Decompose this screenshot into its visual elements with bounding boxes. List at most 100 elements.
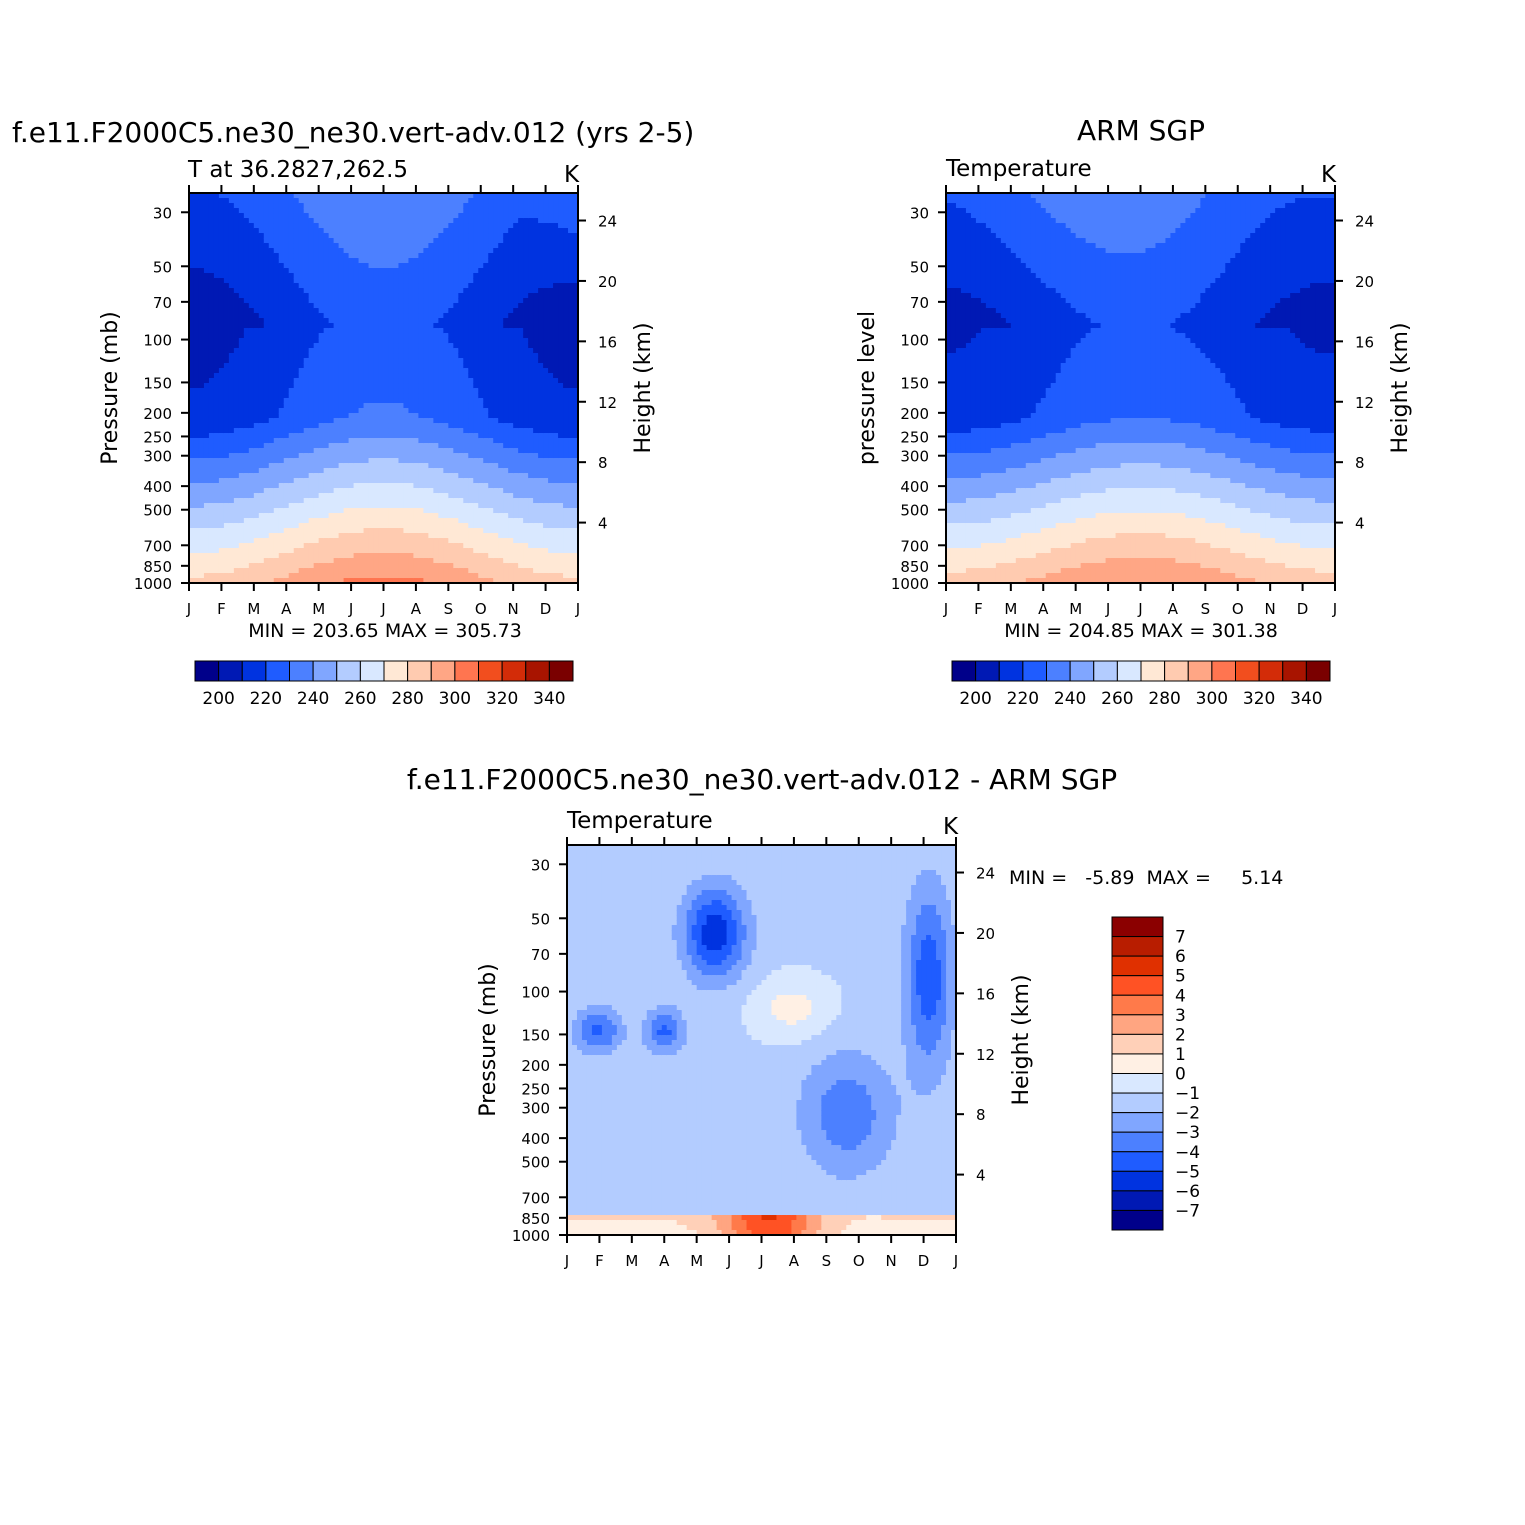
model-cell — [458, 388, 464, 394]
model-cell — [364, 553, 370, 559]
model-cell — [294, 248, 300, 254]
model-cell — [438, 223, 444, 229]
model-cell — [478, 503, 484, 509]
model-cell — [503, 488, 509, 494]
model-cell — [304, 508, 310, 514]
model-cell — [324, 363, 330, 369]
model-cell — [209, 333, 215, 339]
model-cell — [483, 233, 489, 239]
model-cell — [304, 443, 310, 449]
model-cell — [304, 388, 310, 394]
model-cell — [259, 528, 265, 534]
model-cell — [384, 353, 390, 359]
model-cell — [324, 453, 330, 459]
model-cell — [234, 488, 240, 494]
model-cell — [274, 543, 280, 549]
model-cell — [374, 453, 380, 459]
model-cell — [473, 503, 479, 509]
model-cell — [264, 203, 270, 209]
model-cell — [249, 413, 255, 419]
model-cell — [284, 253, 290, 259]
model-cell — [448, 298, 454, 304]
model-cell — [354, 343, 360, 349]
model-cell — [453, 333, 459, 339]
model-cell — [478, 278, 484, 284]
model-cell — [503, 543, 509, 549]
model-cell — [423, 308, 429, 314]
model-cell — [453, 198, 459, 204]
model-cell — [478, 448, 484, 454]
model-cell — [349, 358, 355, 364]
model-cell — [473, 368, 479, 374]
model-cell — [433, 278, 439, 284]
model-cell — [294, 418, 300, 424]
model-cell — [463, 508, 469, 514]
model-cell — [468, 473, 474, 479]
model-cell — [289, 503, 295, 509]
model-cell — [209, 303, 215, 309]
model-cell — [493, 228, 499, 234]
model-cell — [428, 463, 434, 469]
model-cell — [219, 428, 225, 434]
model-cell — [473, 208, 479, 214]
model-cell — [393, 398, 399, 404]
model-cell — [224, 353, 230, 359]
model-cell — [284, 373, 290, 379]
model-cell — [294, 458, 300, 464]
model-cell — [379, 548, 385, 554]
model-cell — [304, 483, 310, 489]
model-cell — [239, 428, 245, 434]
model-cell — [314, 388, 320, 394]
model-cell — [354, 533, 360, 539]
model-cell — [428, 343, 434, 349]
model-cell — [468, 478, 474, 484]
model-cell — [398, 463, 404, 469]
model-cell — [359, 263, 365, 269]
model-cell — [269, 323, 275, 329]
model-cell — [249, 303, 255, 309]
model-cell — [209, 338, 215, 344]
model-cell — [324, 573, 330, 579]
model-cell — [349, 553, 355, 559]
model-cell — [418, 263, 424, 269]
model-cell — [418, 283, 424, 289]
model-cell — [488, 393, 494, 399]
model-cell — [269, 468, 275, 474]
model-cell — [329, 368, 335, 374]
model-cell — [488, 208, 494, 214]
model-cell — [393, 448, 399, 454]
model-cell — [304, 503, 310, 509]
model-cell — [493, 558, 499, 564]
model-cell — [359, 508, 365, 514]
model-cell — [498, 303, 504, 309]
model-cell — [314, 343, 320, 349]
model-cell — [458, 218, 464, 224]
model-cell — [214, 553, 220, 559]
model-cell — [483, 563, 489, 569]
model-cell — [443, 238, 449, 244]
model-cell — [398, 498, 404, 504]
model-cell — [498, 553, 504, 559]
model-cell — [418, 553, 424, 559]
model-cell — [408, 303, 414, 309]
model-cell — [204, 373, 210, 379]
model-cell — [274, 333, 280, 339]
model-cell — [443, 438, 449, 444]
model-cell — [448, 308, 454, 314]
model-cell — [428, 438, 434, 444]
model-cell — [463, 278, 469, 284]
model-cell — [319, 383, 325, 389]
model-cell — [359, 293, 365, 299]
model-cell — [324, 238, 330, 244]
model-cell — [209, 473, 215, 479]
model-cell — [498, 333, 504, 339]
model-cell — [244, 218, 250, 224]
model-cell — [458, 423, 464, 429]
model-cell — [279, 503, 285, 509]
model-cell — [364, 543, 370, 549]
model-cell — [448, 558, 454, 564]
model-cell — [304, 523, 310, 529]
model-cell — [239, 208, 245, 214]
model-cell — [448, 538, 454, 544]
model-cell — [374, 478, 380, 484]
